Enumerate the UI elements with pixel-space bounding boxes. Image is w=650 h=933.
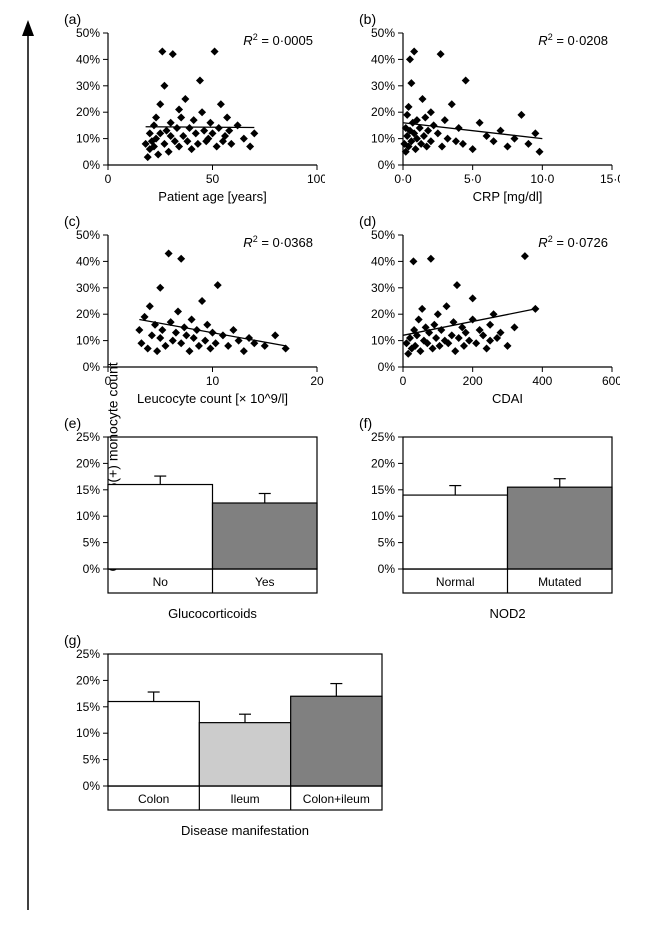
- panel-a-chart: 0% 10% 20% 30% 40% 50% 0 50 100 Patient age [year…: [60, 15, 325, 205]
- svg-text:10%: 10%: [371, 509, 395, 523]
- svg-text:200: 200: [463, 374, 483, 388]
- svg-text:40%: 40%: [76, 52, 100, 66]
- svg-text:10: 10: [206, 374, 220, 388]
- svg-text:0: 0: [105, 172, 112, 186]
- panel-f-tag: (f): [359, 415, 372, 431]
- panel-c-tag: (c): [64, 213, 80, 229]
- svg-text:20%: 20%: [76, 673, 100, 687]
- panel-b-chart: 0% 10% 20% 30% 40% 50% 0·0 5·0 10·0 15·0 CRP [mg/d…: [355, 15, 620, 205]
- svg-text:50%: 50%: [371, 228, 395, 242]
- panel-e-chart: 0% 5% 10% 15% 20% 25% No Yes Glucocorticoids: [60, 419, 325, 624]
- svg-text:R2 = 0·0208: R2 = 0·0208: [538, 32, 608, 48]
- svg-text:20%: 20%: [76, 307, 100, 321]
- svg-text:25%: 25%: [76, 430, 100, 444]
- svg-text:0%: 0%: [83, 158, 101, 172]
- svg-text:25%: 25%: [76, 647, 100, 661]
- svg-text:600: 600: [602, 374, 620, 388]
- svg-text:NOD2: NOD2: [489, 606, 525, 621]
- svg-text:0%: 0%: [378, 360, 396, 374]
- svg-text:20%: 20%: [371, 456, 395, 470]
- panel-g-chart: 0% 5% 10% 15% 20% 25% Colon Ileum Colon+ileum Dis…: [60, 636, 390, 841]
- svg-text:Colon: Colon: [138, 792, 169, 806]
- svg-text:0%: 0%: [83, 360, 101, 374]
- svg-text:400: 400: [532, 374, 552, 388]
- svg-text:5%: 5%: [378, 536, 396, 550]
- svg-text:CDAI: CDAI: [492, 391, 523, 406]
- svg-text:0%: 0%: [378, 562, 396, 576]
- svg-text:R2 = 0·0368: R2 = 0·0368: [243, 234, 313, 250]
- panel-d-tag: (d): [359, 213, 376, 229]
- panel-f-chart: 0% 5% 10% 15% 20% 25% Normal Mutated NOD2: [355, 419, 620, 624]
- svg-text:15%: 15%: [371, 483, 395, 497]
- svg-text:R2 = 0·0005: R2 = 0·0005: [243, 32, 313, 48]
- svg-text:0: 0: [105, 374, 112, 388]
- svg-text:0·0: 0·0: [394, 172, 412, 186]
- panel-f: (f) 0%5%10%15%20%25%NormalMutatedNOD2: [355, 419, 620, 624]
- svg-text:CRP [mg/dl]: CRP [mg/dl]: [473, 189, 543, 204]
- panel-c-chart: 0% 10% 20% 30% 40% 50% 0 10 20 Leucocyte count [×…: [60, 217, 325, 407]
- panel-b: (b) 0%10%20%30%40%50%0·05·010·015·0CRP […: [355, 15, 620, 205]
- svg-text:0%: 0%: [378, 158, 396, 172]
- svg-text:40%: 40%: [371, 254, 395, 268]
- svg-text:50%: 50%: [371, 26, 395, 40]
- svg-text:10%: 10%: [76, 726, 100, 740]
- svg-text:Yes: Yes: [255, 575, 275, 589]
- y-axis-arrow: [18, 20, 38, 910]
- svg-text:5%: 5%: [83, 753, 101, 767]
- panel-c: (c) 0%10%20%30%40%50%01020Leucocyte coun…: [60, 217, 325, 407]
- svg-text:30%: 30%: [371, 79, 395, 93]
- svg-text:10%: 10%: [76, 334, 100, 348]
- svg-text:Mutated: Mutated: [538, 575, 581, 589]
- panel-e: (e) 0%5%10%15%20%25%NoYesGlucocorticoids: [60, 419, 325, 624]
- svg-text:10%: 10%: [371, 334, 395, 348]
- svg-text:50%: 50%: [76, 228, 100, 242]
- svg-text:30%: 30%: [371, 281, 395, 295]
- svg-text:0: 0: [400, 374, 407, 388]
- panel-a-tag: (a): [64, 11, 81, 27]
- panel-a: (a) 0%10%20%30%40%50%050100Patient age […: [60, 15, 325, 205]
- svg-text:20%: 20%: [371, 105, 395, 119]
- svg-text:Disease manifestation: Disease manifestation: [181, 823, 309, 838]
- svg-text:15·0: 15·0: [600, 172, 620, 186]
- svg-text:15%: 15%: [76, 700, 100, 714]
- panel-d: (d) 0%10%20%30%40%50%0200400600CDAIR2 = …: [355, 217, 620, 407]
- svg-text:Ileum: Ileum: [230, 792, 259, 806]
- svg-text:15%: 15%: [76, 483, 100, 497]
- svg-text:20%: 20%: [76, 456, 100, 470]
- svg-text:5%: 5%: [83, 536, 101, 550]
- panel-d-chart: 0% 10% 20% 30% 40% 50% 0 200 400 600 CDAI R2 = 0·07…: [355, 217, 620, 407]
- panel-b-tag: (b): [359, 11, 376, 27]
- svg-text:50%: 50%: [76, 26, 100, 40]
- panel-g: (g) 0%5%10%15%20%25%ColonIleumColon+ileu…: [60, 636, 390, 841]
- svg-text:10%: 10%: [371, 132, 395, 146]
- svg-text:25%: 25%: [371, 430, 395, 444]
- panel-grid: (a) 0%10%20%30%40%50%050100Patient age […: [60, 15, 640, 853]
- svg-text:R2 = 0·0726: R2 = 0·0726: [538, 234, 608, 250]
- svg-text:5·0: 5·0: [464, 172, 482, 186]
- svg-text:0%: 0%: [83, 562, 101, 576]
- svg-text:40%: 40%: [371, 52, 395, 66]
- svg-text:20%: 20%: [76, 105, 100, 119]
- panel-e-tag: (e): [64, 415, 81, 431]
- svg-text:Colon+ileum: Colon+ileum: [303, 792, 370, 806]
- svg-text:30%: 30%: [76, 281, 100, 295]
- svg-text:0%: 0%: [83, 779, 101, 793]
- svg-text:10%: 10%: [76, 509, 100, 523]
- svg-text:20: 20: [310, 374, 324, 388]
- svg-text:No: No: [153, 575, 169, 589]
- svg-text:30%: 30%: [76, 79, 100, 93]
- panel-g-tag: (g): [64, 632, 81, 648]
- svg-text:Glucocorticoids: Glucocorticoids: [168, 606, 257, 621]
- svg-text:10·0: 10·0: [530, 172, 554, 186]
- svg-text:10%: 10%: [76, 132, 100, 146]
- svg-text:Patient age [years]: Patient age [years]: [158, 189, 266, 204]
- svg-text:20%: 20%: [371, 307, 395, 321]
- svg-text:40%: 40%: [76, 254, 100, 268]
- svg-text:100: 100: [307, 172, 325, 186]
- svg-text:Normal: Normal: [436, 575, 475, 589]
- svg-text:50: 50: [206, 172, 220, 186]
- svg-text:Leucocyte count [× 10^9/l]: Leucocyte count [× 10^9/l]: [137, 391, 288, 406]
